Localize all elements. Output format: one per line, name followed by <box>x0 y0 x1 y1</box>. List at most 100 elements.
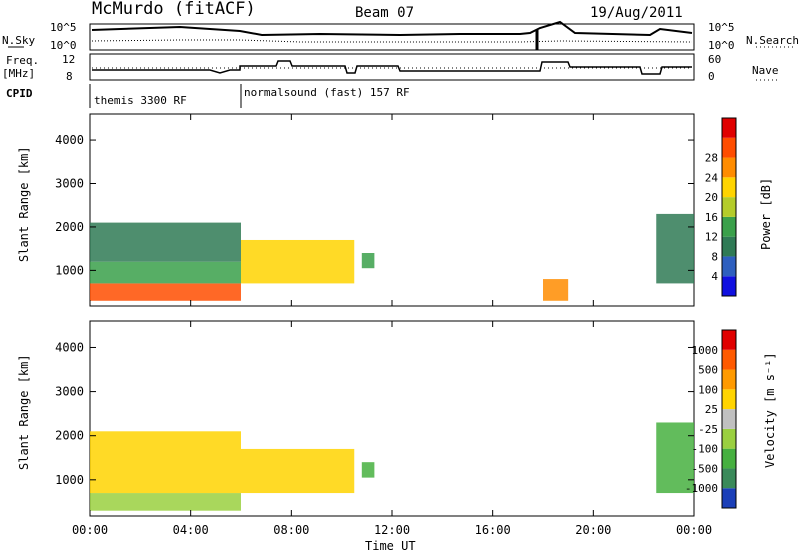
velocity-x-axis: 00:00 04:00 08:00 12:00 16:00 20:00 00:00 <box>72 321 712 537</box>
freq-tick-bottom: 8 <box>66 70 73 83</box>
power-colorbar-swatch <box>722 216 736 237</box>
vel-colorbar-swatch <box>722 409 736 429</box>
freq-tick-top: 12 <box>62 53 75 66</box>
vel-colorbar-swatch <box>722 428 736 449</box>
power-y-axis: 1000 2000 3000 4000 <box>55 133 694 277</box>
power-y-tick-label: 4000 <box>55 133 84 147</box>
velocity-heatmap <box>90 422 694 511</box>
power-x-axis <box>89 114 695 306</box>
freq-panel: Freq. [MHz] 12 8 60 0 Nave <box>2 53 780 83</box>
vel-colorbar-tick-label: 25 <box>705 403 718 416</box>
vel-echo-region <box>361 462 375 478</box>
power-colorbar-tick-label: 8 <box>711 250 718 263</box>
station-title: McMurdo (fitACF) <box>92 0 256 19</box>
vel-echo-region <box>90 431 241 494</box>
cpid-segment-2: normalsound (fast) 157 RF <box>244 86 410 99</box>
freq-label-top: Freq. <box>6 54 39 67</box>
nsky-panel-frame <box>89 23 695 51</box>
nsky-trace <box>91 20 693 37</box>
vel-x-tick-label: 16:00 <box>475 523 511 537</box>
vel-colorbar-tick-label: -25 <box>698 423 718 436</box>
nsky-panel: N.Sky 10^5 10^0 10^5 10^0 N.Search <box>2 20 799 52</box>
vel-echo-region <box>90 493 241 511</box>
vel-x-tick-label: 00:00 <box>72 523 108 537</box>
vel-x-tick-label: 04:00 <box>173 523 209 537</box>
cpid-label: CPID <box>6 87 33 100</box>
velocity-ylabel: Slant Range [km] <box>17 354 31 470</box>
vel-colorbar-swatch <box>722 448 736 469</box>
vel-echo-region <box>656 422 694 494</box>
vel-x-tick-label: 20:00 <box>575 523 611 537</box>
vel-colorbar-tick-label: -500 <box>692 462 719 475</box>
power-echo-region <box>361 253 375 269</box>
vel-x-tick-label: 12:00 <box>374 523 410 537</box>
power-y-tick-label: 3000 <box>55 177 84 191</box>
vel-x-tick-label: 00:00 <box>676 523 712 537</box>
power-colorbar-swatch <box>722 157 736 178</box>
freq-panel-frame <box>89 53 695 81</box>
velocity-colorbar-label: Velocity [m s⁻¹] <box>763 352 777 468</box>
power-echo-region <box>656 213 694 284</box>
power-y-tick-label: 2000 <box>55 220 84 234</box>
power-colorbar-swatch <box>722 177 736 198</box>
power-colorbar-swatch <box>722 137 736 158</box>
power-colorbar-tick-label: 24 <box>705 171 719 184</box>
nsearch-label: N.Search <box>746 34 799 47</box>
power-y-tick-label: 1000 <box>55 263 84 277</box>
power-colorbar-swatch <box>722 256 736 277</box>
freq-label-bottom: [MHz] <box>2 67 35 80</box>
power-colorbar-tick-label: 4 <box>711 270 718 283</box>
nsky-label: N.Sky <box>2 34 35 47</box>
velocity-colorbar: 1000 500 100 25 -25 -100 -500 -1000 <box>685 329 737 509</box>
power-echo-region <box>241 239 355 284</box>
power-heatmap <box>90 213 694 301</box>
vel-echo-region <box>241 448 355 494</box>
power-echo-region <box>90 283 241 301</box>
cpid-segment-1: themis 3300 RF <box>94 94 187 107</box>
power-colorbar-tick-label: 20 <box>705 191 718 204</box>
power-colorbar-tick-label: 12 <box>705 231 718 244</box>
nsky-tick-bottom: 10^0 <box>50 39 77 52</box>
vel-colorbar-swatch <box>722 468 736 489</box>
power-colorbar-label: Power [dB] <box>759 178 773 250</box>
power-echo-region <box>90 261 241 284</box>
vel-y-tick-label: 4000 <box>55 340 84 354</box>
velocity-panel: 1000 2000 3000 4000 00:00 04:00 08:00 12:00 16:… <box>17 320 777 537</box>
vel-colorbar-swatch <box>722 330 736 350</box>
vel-colorbar-tick-label: -100 <box>692 443 719 456</box>
date-label: 19/Aug/2011 <box>590 5 683 21</box>
nave-tick-top: 60 <box>708 53 721 66</box>
power-colorbar-swatch <box>722 236 736 257</box>
power-colorbar-tick-label: 28 <box>705 152 718 165</box>
power-colorbar: 4 8 12 16 20 24 28 <box>705 117 737 297</box>
time-axis-label: Time UT <box>365 539 416 553</box>
power-echo-region <box>543 279 569 301</box>
vel-colorbar-frame <box>721 329 737 509</box>
power-colorbar-swatch <box>722 118 736 138</box>
vel-x-tick-label: 08:00 <box>273 523 309 537</box>
power-ylabel: Slant Range [km] <box>17 146 31 262</box>
vel-colorbar-tick-label: 500 <box>698 364 718 377</box>
freq-trace <box>92 60 692 75</box>
vel-colorbar-tick-label: -1000 <box>685 482 718 495</box>
vel-colorbar-swatch <box>722 369 736 390</box>
power-panel: 1000 2000 3000 4000 Slant Range [km] 4 8 12 16… <box>17 113 773 307</box>
vel-y-tick-label: 3000 <box>55 385 84 399</box>
vel-colorbar-swatch <box>722 389 736 410</box>
power-colorbar-tick-label: 16 <box>705 211 718 224</box>
nave-tick-bottom: 0 <box>708 70 715 83</box>
vel-colorbar-swatch <box>722 488 736 508</box>
vel-y-tick-label: 1000 <box>55 473 84 487</box>
vel-colorbar-tick-label: 100 <box>698 383 718 396</box>
power-colorbar-frame <box>721 117 737 297</box>
beam-label: Beam 07 <box>355 5 414 21</box>
power-echo-region <box>90 222 241 262</box>
nsearch-tick-top: 10^5 <box>708 21 735 34</box>
velocity-y-axis: 1000 2000 3000 4000 <box>55 340 694 487</box>
vel-colorbar-tick-label: 1000 <box>692 344 719 357</box>
nsearch-trace <box>91 39 693 43</box>
vel-y-tick-label: 2000 <box>55 429 84 443</box>
power-colorbar-swatch <box>722 276 736 296</box>
nave-label: Nave <box>752 64 779 77</box>
